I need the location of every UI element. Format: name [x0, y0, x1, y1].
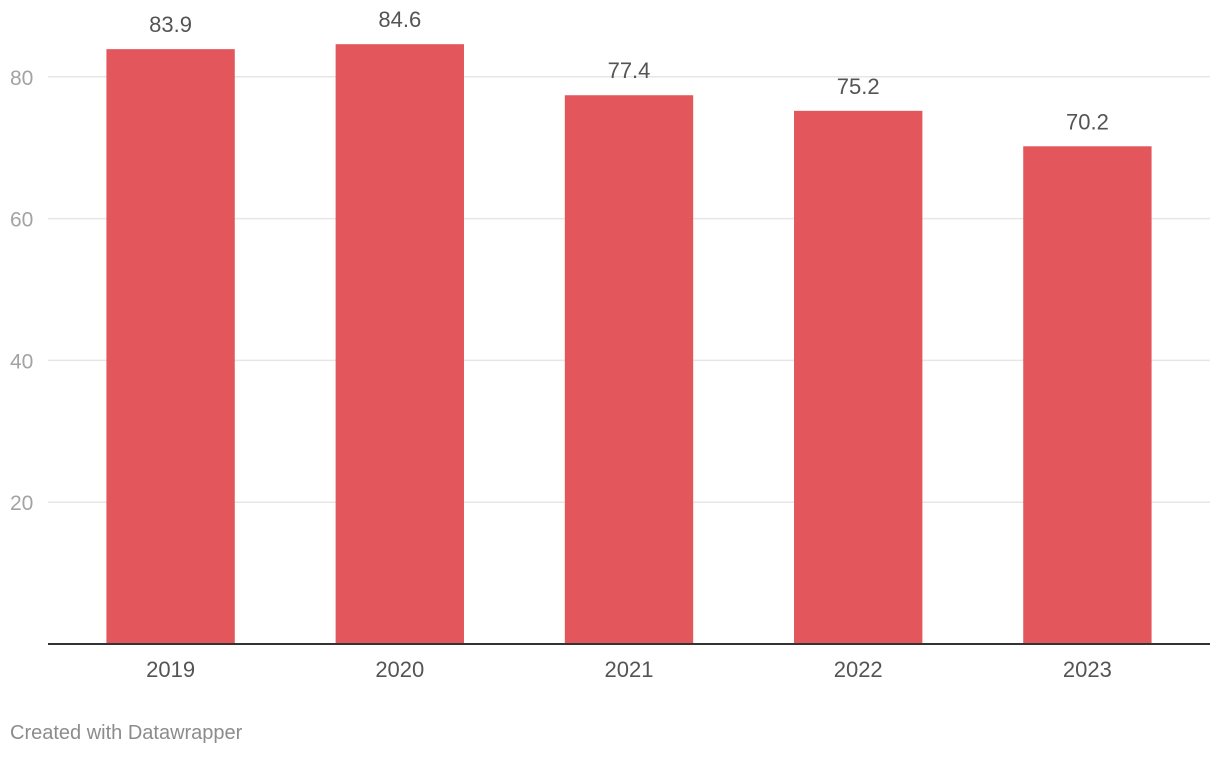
bars — [106, 44, 1152, 645]
footer-credit: Created with Datawrapper — [10, 722, 243, 744]
value-label-2021: 77.4 — [608, 58, 651, 83]
x-tick-label-2019: 2019 — [146, 657, 195, 682]
value-label-2019: 83.9 — [149, 12, 192, 37]
value-label-2020: 84.6 — [378, 7, 421, 32]
bar-2022 — [794, 110, 923, 644]
x-tick-label-2021: 2021 — [605, 657, 654, 682]
value-labels: 83.9 84.6 77.4 75.2 70.2 — [149, 7, 1109, 134]
x-tick-label-2023: 2023 — [1063, 657, 1112, 682]
bar-2020 — [335, 44, 464, 645]
y-tick-label: 40 — [10, 350, 33, 373]
y-tick-label: 20 — [10, 492, 33, 515]
y-tick-label: 60 — [10, 209, 33, 232]
x-axis: 2019 2020 2021 2022 2023 — [48, 643, 1210, 682]
bar-2019 — [106, 49, 235, 645]
y-tick-label: 80 — [10, 67, 33, 90]
bar-2021 — [564, 95, 694, 644]
x-tick-label-2020: 2020 — [375, 657, 424, 682]
bar-2023 — [1023, 146, 1152, 645]
value-label-2022: 75.2 — [837, 74, 880, 99]
x-tick-label-2022: 2022 — [834, 657, 883, 682]
value-label-2023: 70.2 — [1066, 109, 1109, 134]
